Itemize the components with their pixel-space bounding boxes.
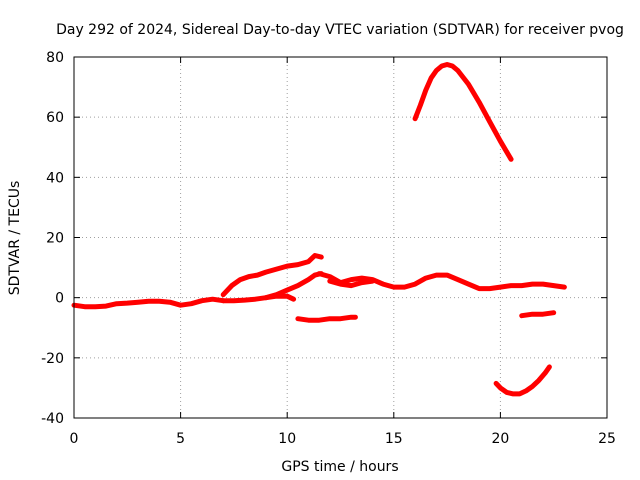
series-line-upper-arc-7-11.5h [220,253,324,298]
y-tick-label: -40 [41,411,64,427]
x-tick-label: 15 [385,431,403,447]
series-line-negative-segment-10.5-13.2h [295,314,358,323]
y-tick-label: 0 [55,291,64,307]
series-line-short-segment-21-22.5h [519,310,557,319]
x-tick-label: 20 [491,431,509,447]
y-tick-label: 60 [46,110,64,126]
axis-ticks: 0 5 10 15 20 25 -40 -20 0 20 40 60 80 [41,50,616,447]
grid-lines [74,57,607,418]
x-tick-label: 0 [70,431,79,447]
x-tick-label: 10 [278,431,296,447]
x-axis-label: GPS time / hours [281,459,398,475]
chart-title: Day 292 of 2024, Sidereal Day-to-day VTE… [56,22,624,38]
x-tick-label: 5 [176,431,185,447]
data-series [71,62,567,397]
y-tick-label: -20 [41,351,64,367]
series-line-secondary-trace-12-14h [327,278,375,289]
plot-frame [73,56,608,419]
series-line-baseline-0-7h [71,296,226,310]
y-axis-label: SDTVAR / TECUs [7,181,23,296]
y-tick-label: 80 [46,50,64,66]
series-line-arc-peak-16-20.5h [412,62,514,162]
series-line-rising-arc-9-11.5h [263,271,324,301]
series-line-main-trace-11.5-23h [316,271,567,292]
x-tick-label: 25 [598,431,616,447]
series-line-dip-arc-19.8-22.3h [493,364,552,397]
y-tick-label: 40 [46,170,64,186]
series-line-lower-arc-7-10h [220,293,297,304]
y-tick-label: 20 [46,231,64,247]
